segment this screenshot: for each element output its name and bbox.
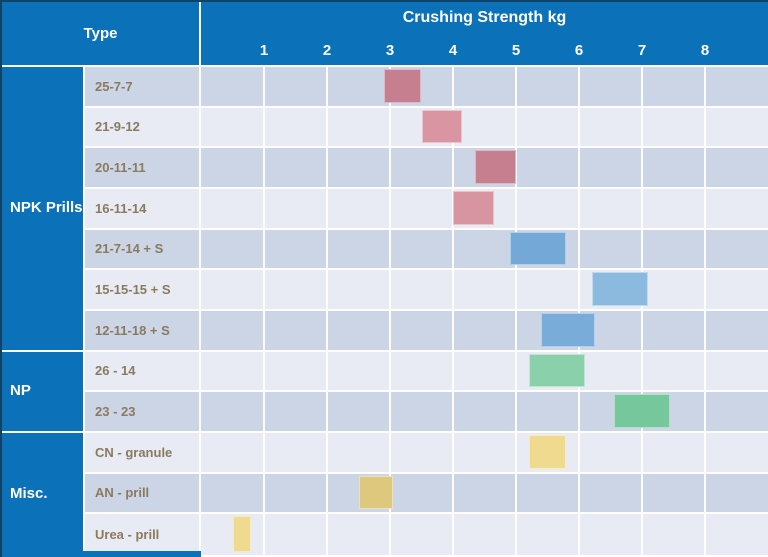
chart-cell [201,229,768,271]
chart-title: Crushing Strength kg [402,9,567,26]
bottom-blue-strip [2,551,201,557]
range-bar [358,475,394,510]
chart-cell [201,433,768,474]
row-label: Urea - prill [95,527,160,543]
group-label: Misc. [10,484,48,502]
row-label: 12-11-18 + S [95,322,170,338]
row-label: 25-7-7 [95,78,133,94]
row-label: 15-15-15 + S [95,282,171,298]
row-label-cell: AN - prill [85,473,201,515]
chart-cell [201,392,768,433]
range-bar [453,191,494,225]
chart-cell [201,473,768,515]
chart-cell [201,270,768,311]
type-header-cell: Type [2,2,201,65]
type-header-label: Type [83,25,118,42]
row-label: 16-11-14 [95,200,147,216]
x-axis-tick: 8 [700,42,710,59]
x-axis-tick: 4 [448,42,458,59]
chart-cell [201,514,768,555]
chart-header: Type Crushing Strength kg 1 2 3 4 5 6 7 8 [2,2,768,67]
range-bar [383,69,422,103]
x-axis-tick: 6 [574,42,584,59]
x-axis-tick: 2 [322,42,332,59]
x-axis-tick: 5 [511,42,521,59]
row-label: 26 - 14 [95,363,136,379]
group-label: NP [10,381,31,399]
chart-body: NPK Prills 25-7-7 21-9-12 20-11-11 16-11-14 2… [2,67,768,555]
strength-header-cell: Crushing Strength kg 1 2 3 4 5 6 7 8 [201,2,768,65]
chart-cell [201,67,768,108]
row-label-cell: 25-7-7 [85,67,201,108]
row-label-cell: CN - granule [85,433,201,474]
range-bar [232,516,252,552]
x-axis-tick: 7 [637,42,647,59]
range-bar [528,353,586,388]
range-bar [613,394,671,428]
range-bar [591,272,649,306]
range-bar [528,435,567,469]
row-label-cell: 21-9-12 [85,107,201,149]
row-label: 23 - 23 [95,404,136,420]
x-axis-tick: 1 [259,42,269,59]
chart-cell [201,351,768,393]
row-label-cell: 26 - 14 [85,351,201,393]
row-label-cell: 23 - 23 [85,392,201,433]
row-label-cell: 16-11-14 [85,189,201,230]
row-label-cell: Urea - prill [85,514,201,555]
row-label: 20-11-11 [95,160,146,176]
x-axis-tick: 3 [385,42,395,59]
group-cell: NP [2,351,85,433]
row-label: 21-9-12 [95,119,140,135]
chart-cell [201,189,768,230]
group-cell: Misc. [2,433,85,555]
row-label-cell: 12-11-18 + S [85,311,201,352]
row-label: AN - prill [95,485,150,501]
x-axis-ticks: 1 2 3 4 5 6 7 8 [201,42,768,60]
range-bar [509,231,567,266]
chart-cell [201,107,768,149]
range-bar [541,313,595,347]
group-cell: NPK Prills [2,67,85,352]
chart-cell [201,148,768,189]
chart-cell [201,311,768,352]
group-label: NPK Prills [10,198,83,216]
row-label-cell: 21-7-14 + S [85,229,201,271]
row-label-cell: 20-11-11 [85,148,201,189]
range-bar [475,150,516,184]
row-label: 21-7-14 + S [95,241,164,257]
row-label-cell: 15-15-15 + S [85,270,201,311]
range-bar [421,109,463,144]
row-label: CN - granule [95,444,173,460]
